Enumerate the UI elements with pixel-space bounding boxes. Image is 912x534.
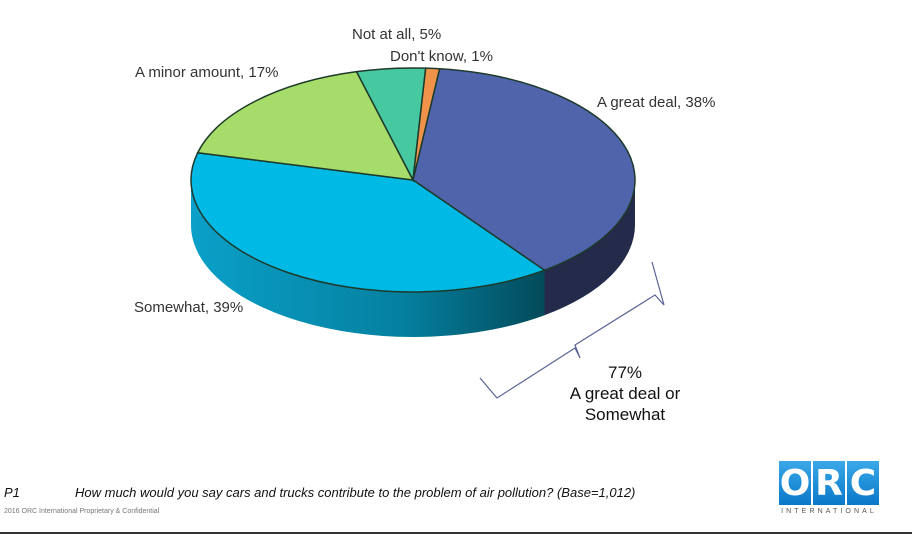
question-id: P1 <box>4 485 20 500</box>
bracket-line <box>479 261 665 399</box>
logo-letter-r: R <box>813 461 845 505</box>
pie-slice-somewhat <box>190 151 547 293</box>
bottom-divider <box>0 532 912 534</box>
label-great-deal: A great deal, 38% <box>597 94 716 111</box>
pie-slice-a-great-deal <box>412 68 636 272</box>
logo-letter-c: C <box>847 461 879 505</box>
label-not-at-all: Not at all, 5% <box>352 26 442 43</box>
logo-letter-o: O <box>779 461 811 505</box>
summary-value: 77% <box>607 363 643 382</box>
orc-logo: O R C INTERNATIONAL <box>779 461 879 515</box>
summary-annotation: 77% A great deal or Somewhat <box>540 362 710 425</box>
pie-slice-a-minor-amount <box>196 70 415 181</box>
label-somewhat: Somewhat, 39% <box>134 299 244 316</box>
logo-subtitle: INTERNATIONAL <box>781 508 877 515</box>
copyright-text: 2016 ORC International Proprietary & Con… <box>4 508 160 515</box>
summary-text-2: Somewhat <box>584 405 666 424</box>
pie-chart-3d <box>190 67 665 399</box>
pie-slice-don-t-know <box>412 67 441 181</box>
label-dont-know: Don't know, 1% <box>390 48 493 65</box>
pie-side-0 <box>544 180 635 316</box>
question-text: How much would you say cars and trucks c… <box>75 485 636 500</box>
pie-slices <box>190 67 636 337</box>
summary-text-1: A great deal or <box>569 384 681 403</box>
label-minor-amount: A minor amount, 17% <box>135 64 279 81</box>
pie-side-1 <box>191 180 545 337</box>
